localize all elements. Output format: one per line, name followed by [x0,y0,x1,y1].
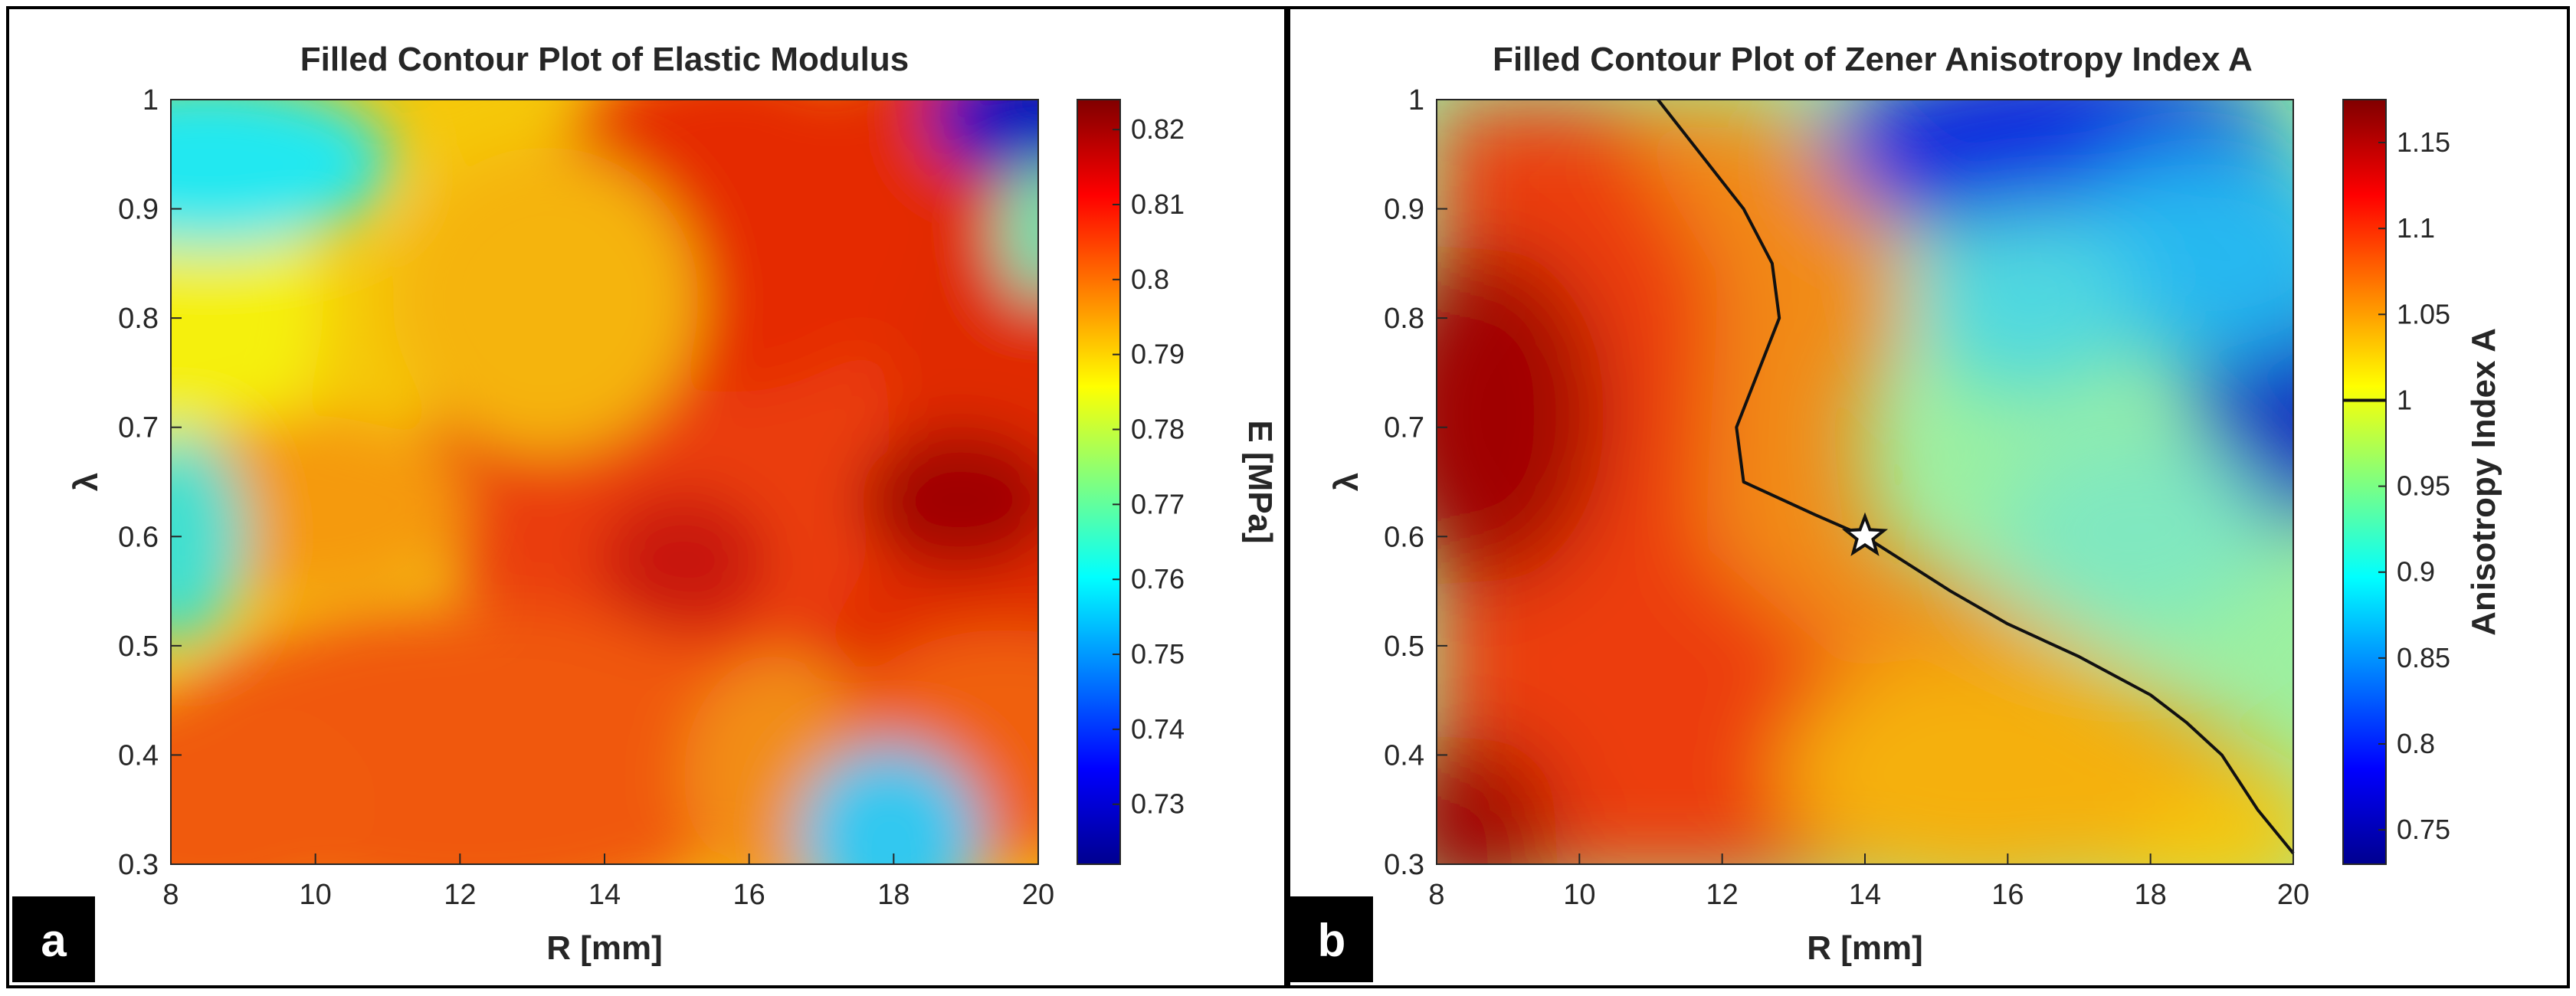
x-tick-label: 8 [162,879,179,911]
x-tick-label: 16 [1991,879,2024,911]
colorbar-tick-label: 1.1 [2397,212,2435,244]
y-tick-label: 0.9 [118,194,159,226]
panel-a: Filled Contour Plot of Elastic Modulus [6,6,1287,988]
y-tick-label: 0.8 [118,303,159,335]
y-tick-label: 0.6 [1384,521,1424,553]
y-tick-label: 0.7 [1384,412,1424,444]
y-axis-label: λ [1328,473,1365,491]
colorbar-tick-label: 0.81 [1131,188,1185,220]
colorbar-tick-label: 0.79 [1131,339,1185,370]
y-tick-label: 0.3 [118,849,159,881]
colorbar [1077,99,1121,865]
colorbar-tick-label: 0.8 [1131,264,1169,295]
x-tick-label: 16 [733,879,765,911]
colorbar-tick-label: 0.85 [2397,642,2450,673]
y-tick-label: 0.7 [118,412,159,444]
x-tick-label: 8 [1428,879,1444,911]
colorbar-tick-label: 1.05 [2397,298,2450,329]
panel-letter-badge [12,896,95,982]
x-tick-label: 18 [2135,879,2167,911]
colorbar-tick-label: 0.77 [1131,488,1185,519]
colorbar-tick-label: 0.82 [1131,113,1185,145]
y-axis: 0.3 0.4 0.5 0.6 0.7 0.8 0.9 1 [118,84,182,881]
y-tick-label: 0.4 [1384,739,1424,772]
panel-letter-badge [1290,896,1373,982]
panel-letter: b [1318,915,1346,966]
colorbar-tick-label: 0.9 [2397,556,2435,588]
colorbar-tick-label: 0.76 [1131,563,1185,595]
colorbar-tick-label: 0.78 [1131,414,1185,445]
y-tick-label: 0.8 [1384,303,1424,335]
colorbar-tick-label: 0.8 [2397,728,2435,759]
x-tick-label: 20 [1022,879,1054,911]
panel-b: Filled Contour Plot of Zener Anisotropy … [1287,6,2570,988]
chart-title: Filled Contour Plot of Zener Anisotropy … [1493,41,2253,78]
colorbar [2342,99,2387,865]
y-tick-label: 0.3 [1384,849,1424,881]
colorbar-tick-label: 0.95 [2397,470,2450,502]
contour-field [1437,100,2293,864]
panel-letter: a [41,915,67,966]
chart-title: Filled Contour Plot of Elastic Modulus [300,41,909,78]
iso-line-A-1 [1657,98,2295,855]
y-tick-label: 1 [1408,84,1424,116]
y-tick-label: 0.5 [1384,631,1424,663]
x-axis-label: R [mm] [1807,929,1923,967]
x-tick-label: 10 [1563,879,1595,911]
colorbar-tick-label: 0.75 [1131,638,1185,670]
x-axis: 8 10 12 14 16 18 20 [162,853,1054,911]
x-axis-label: R [mm] [546,929,663,967]
colorbar-ticks: 0.73 0.74 0.75 0.76 0.77 0.78 0.79 0.8 0.81 0.82 [1113,113,1185,820]
colorbar-ticks: 0.75 0.8 0.85 0.9 0.95 1 1.05 1.1 1.15 [2343,126,2450,845]
x-tick-label: 20 [2277,879,2309,911]
x-tick-label: 14 [1849,879,1881,911]
colorbar-tick-label: 1.15 [2397,126,2450,158]
elastic-modulus-chart: Filled Contour Plot of Elastic Modulus [12,41,1279,982]
colorbar-tick-label: 0.73 [1131,788,1185,820]
marker-star [1841,512,1889,556]
colorbar-label: E [MPa] [1241,420,1279,543]
y-tick-label: 0.4 [118,739,159,772]
y-tick-label: 0.5 [118,631,159,663]
x-tick-label: 12 [444,879,476,911]
colorbar-label: Anisotropy Index A [2465,328,2502,636]
y-tick-label: 1 [143,84,159,116]
y-axis: 0.3 0.4 0.5 0.6 0.7 0.8 0.9 1 [1384,84,1447,881]
x-tick-label: 18 [877,879,909,911]
x-tick-label: 14 [588,879,621,911]
y-tick-label: 0.6 [118,521,159,553]
x-tick-label: 12 [1706,879,1739,911]
colorbar-tick-label: 1 [2397,384,2412,415]
colorbar-tick-label: 0.74 [1131,713,1185,745]
contour-field [171,100,1038,864]
y-tick-label: 0.9 [1384,194,1424,226]
x-axis: 8 10 12 14 16 18 20 [1428,853,2309,911]
colorbar-tick-label: 0.75 [2397,814,2450,845]
anisotropy-index-chart: Filled Contour Plot of Zener Anisotropy … [1290,41,2502,982]
x-tick-label: 10 [300,879,332,911]
y-axis-label: λ [67,473,105,491]
